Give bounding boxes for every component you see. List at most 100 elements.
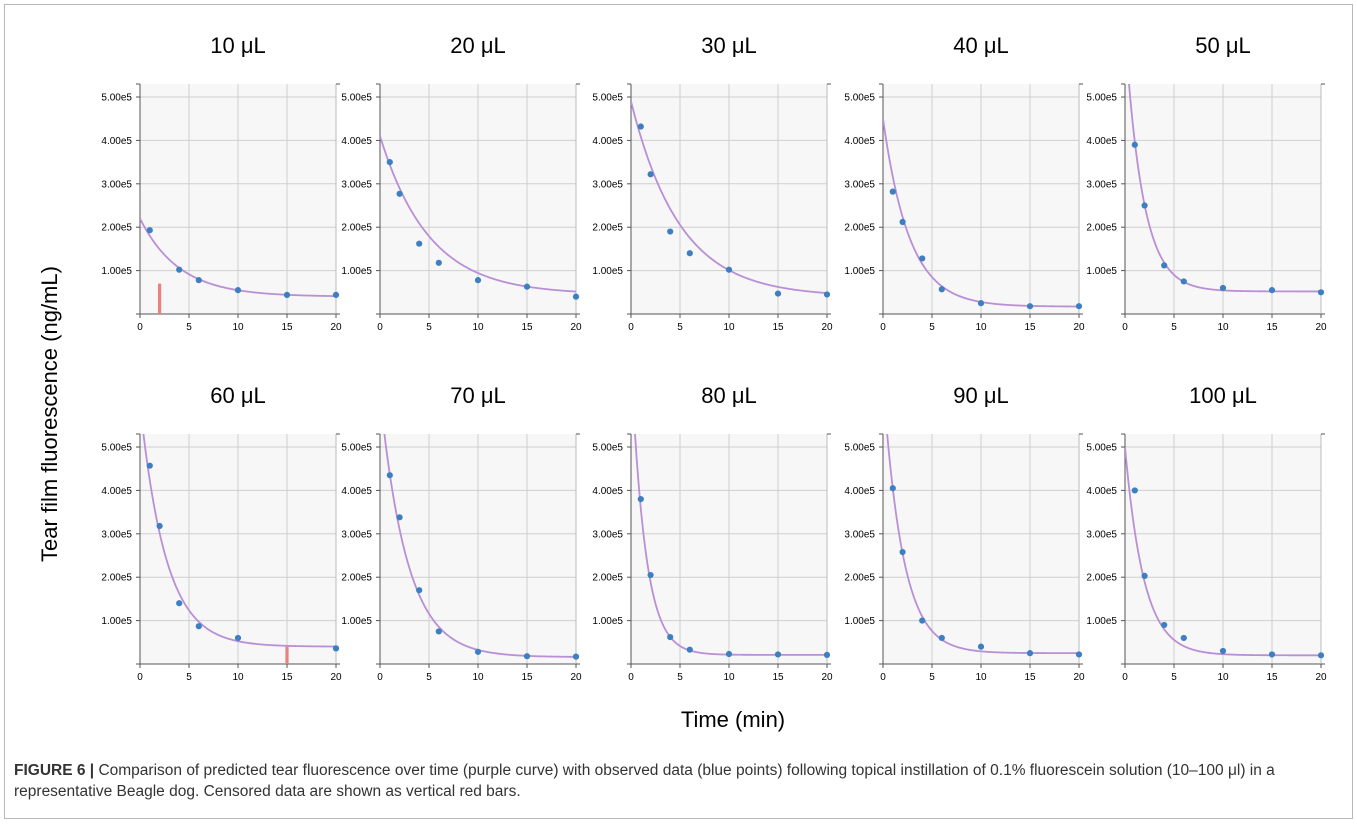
observed-point	[474, 648, 482, 655]
chart-panel: 50 μL 0 5 10 15 20 1.00e5 2.00e5 3.00e5 4.00e5 5.0…	[1086, 33, 1327, 333]
chart-panel: 60 μL 0 5 10 15 20 1.00e5 2.00e5 3.00e5 4.00e5 5.0…	[101, 383, 342, 683]
y-tick-label: 4.00e5	[1086, 136, 1117, 147]
x-tick-label: 5	[929, 672, 935, 683]
y-tick-label: 2.00e5	[341, 223, 372, 234]
y-tick-label: 2.00e5	[844, 223, 875, 234]
censored-bar	[158, 283, 162, 314]
chart-panel: 10 μL 0 5 10 15 20 1.00e5 2.00e5 3.00e5 4.00e5 5.0…	[101, 33, 342, 333]
observed-point	[1180, 634, 1187, 642]
x-tick-label: 20	[330, 322, 342, 333]
x-tick-label: 5	[677, 322, 683, 333]
observed-point	[474, 277, 482, 284]
x-tick-label: 20	[1315, 322, 1327, 333]
caption-label: FIGURE 6 |	[14, 762, 95, 779]
y-tick-label: 1.00e5	[592, 266, 623, 277]
y-tick-label: 3.00e5	[844, 529, 875, 540]
observed-point	[1075, 651, 1083, 658]
observed-point	[1161, 621, 1168, 629]
predicted-curve	[142, 434, 336, 648]
observed-point	[435, 259, 442, 266]
x-tick-label: 10	[975, 322, 987, 333]
observed-point	[386, 472, 393, 479]
observed-point	[176, 600, 183, 607]
observed-point	[396, 190, 403, 197]
panel-title: 20 μL	[450, 33, 506, 58]
y-tick-label: 4.00e5	[592, 486, 623, 497]
predicted-curve	[380, 135, 576, 293]
x-tick-label: 0	[1122, 672, 1128, 683]
predicted-curve	[886, 434, 1079, 655]
observed-point	[889, 188, 896, 195]
observed-point	[938, 286, 945, 293]
y-tick-label: 3.00e5	[592, 529, 623, 540]
x-tick-label: 0	[137, 672, 143, 683]
y-tick-label: 1.00e5	[341, 266, 372, 277]
observed-point	[1268, 651, 1276, 658]
observed-point	[686, 646, 693, 653]
y-tick-label: 5.00e5	[101, 93, 132, 104]
y-tick-label: 4.00e5	[844, 136, 875, 147]
predicted-curve	[1125, 446, 1321, 657]
y-tick-label: 1.00e5	[101, 616, 132, 627]
observed-point	[919, 617, 926, 624]
x-tick-label: 5	[1171, 322, 1177, 333]
y-tick-label: 1.00e5	[341, 616, 372, 627]
observed-point	[637, 495, 644, 503]
y-tick-label: 3.00e5	[1086, 179, 1117, 190]
y-tick-label: 1.00e5	[844, 266, 875, 277]
x-tick-label: 0	[377, 672, 383, 683]
observed-point	[146, 227, 153, 234]
x-tick-label: 15	[1266, 322, 1278, 333]
panel-title: 40 μL	[953, 33, 1009, 58]
x-tick-label: 10	[232, 322, 244, 333]
panel-title: 50 μL	[1195, 33, 1251, 58]
x-axis-title: Time (min)	[681, 707, 785, 732]
observed-point	[637, 123, 644, 130]
y-tick-label: 5.00e5	[592, 93, 623, 104]
observed-point	[572, 293, 580, 300]
observed-point	[1131, 141, 1138, 148]
observed-point	[523, 653, 531, 660]
caption-text: Comparison of predicted tear fluorescenc…	[14, 762, 1275, 800]
observed-point	[386, 159, 393, 166]
observed-point	[725, 266, 733, 273]
x-tick-label: 10	[472, 672, 484, 683]
y-tick-label: 3.00e5	[341, 529, 372, 540]
panel-title: 30 μL	[701, 33, 757, 58]
observed-point	[416, 240, 423, 247]
observed-point	[195, 277, 202, 284]
panel-title: 80 μL	[701, 383, 757, 408]
x-tick-label: 15	[1024, 322, 1036, 333]
x-tick-label: 5	[1171, 672, 1177, 683]
x-tick-label: 10	[472, 322, 484, 333]
x-tick-label: 10	[232, 672, 244, 683]
x-tick-label: 15	[772, 322, 784, 333]
observed-point	[1075, 303, 1083, 310]
x-tick-label: 0	[880, 672, 886, 683]
x-tick-label: 15	[1024, 672, 1036, 683]
observed-point	[1026, 303, 1034, 310]
observed-point	[1317, 652, 1325, 659]
y-tick-label: 5.00e5	[341, 93, 372, 104]
chart-panel: 90 μL 0 5 10 15 20 1.00e5 2.00e5 3.00e5 4.00e5 5.0…	[844, 383, 1085, 683]
y-tick-label: 3.00e5	[101, 529, 132, 540]
x-tick-label: 15	[521, 322, 533, 333]
panel-title: 70 μL	[450, 383, 506, 408]
observed-point	[156, 522, 163, 530]
y-tick-label: 2.00e5	[1086, 573, 1117, 584]
observed-point	[977, 643, 985, 650]
observed-point	[396, 514, 403, 521]
y-tick-label: 5.00e5	[341, 443, 372, 454]
x-tick-label: 0	[377, 322, 383, 333]
observed-point	[176, 266, 183, 273]
x-tick-label: 10	[723, 322, 735, 333]
x-tick-label: 20	[821, 322, 833, 333]
observed-point	[919, 255, 926, 262]
y-tick-label: 2.00e5	[101, 573, 132, 584]
x-tick-label: 10	[975, 672, 987, 683]
observed-point	[332, 645, 340, 652]
observed-point	[774, 290, 782, 297]
y-tick-label: 4.00e5	[101, 486, 132, 497]
observed-point	[332, 291, 340, 299]
